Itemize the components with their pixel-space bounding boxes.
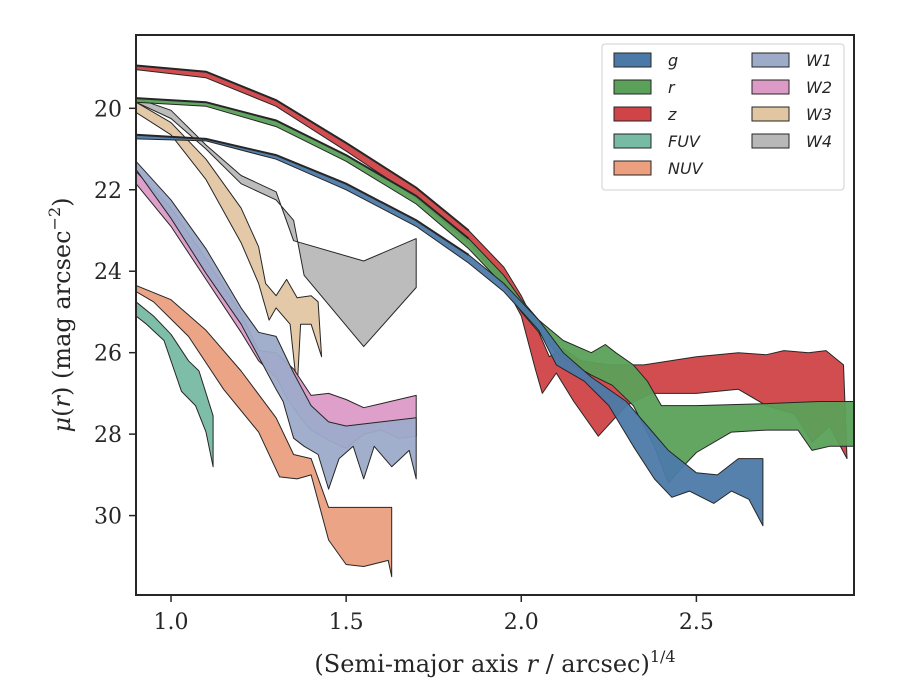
y-tick-label: 20 bbox=[94, 97, 122, 122]
profile-curves bbox=[136, 64, 470, 256]
x-axis-ticks: 1.0 1.5 2.0 2.5 bbox=[154, 595, 714, 635]
legend-label: g bbox=[668, 51, 678, 70]
band-nuv bbox=[136, 285, 393, 578]
legend-label: r bbox=[668, 78, 676, 97]
legend-label: W4 bbox=[806, 132, 832, 151]
y-axis-ticks: 20 22 24 26 28 30 bbox=[94, 97, 136, 530]
legend-swatch bbox=[613, 52, 652, 68]
legend-item-r: r bbox=[613, 78, 676, 97]
band-w3 bbox=[136, 101, 323, 390]
legend-item-fuv: FUV bbox=[613, 132, 701, 151]
legend-item-z: z bbox=[613, 105, 677, 124]
x-tick-label: 1.5 bbox=[329, 610, 364, 635]
legend-label: FUV bbox=[668, 132, 701, 151]
legend-swatch bbox=[613, 106, 652, 122]
y-tick-label: 30 bbox=[94, 505, 122, 530]
legend-label: W3 bbox=[806, 105, 832, 124]
band-w1 bbox=[136, 160, 417, 490]
x-tick-label: 2.5 bbox=[679, 610, 714, 635]
legend-swatch bbox=[613, 79, 652, 95]
legend-item-w3: W3 bbox=[751, 105, 832, 124]
legend-swatch bbox=[613, 160, 652, 176]
legend: grz FUV NUV W1 W2 W3 W4 bbox=[601, 43, 845, 191]
legend-swatch bbox=[613, 133, 652, 149]
profile-bands bbox=[136, 65, 854, 578]
legend-item-w4: W4 bbox=[751, 132, 832, 151]
curve-g bbox=[136, 133, 470, 256]
y-tick-label: 28 bbox=[94, 423, 122, 448]
legend-label: W2 bbox=[806, 78, 832, 97]
legend-swatch bbox=[751, 79, 790, 95]
band-w4 bbox=[136, 97, 417, 348]
legend-label: z bbox=[667, 105, 677, 124]
y-tick-label: 22 bbox=[94, 179, 122, 204]
legend-swatch bbox=[751, 133, 790, 149]
x-tick-label: 2.0 bbox=[504, 610, 539, 635]
band-g bbox=[136, 134, 764, 527]
y-tick-label: 26 bbox=[94, 342, 122, 367]
legend-item-w1: W1 bbox=[751, 51, 832, 70]
x-tick-label: 1.0 bbox=[154, 610, 189, 635]
legend-item-g: g bbox=[613, 51, 678, 70]
legend-item-w2: W2 bbox=[751, 78, 832, 97]
curve-r bbox=[136, 97, 470, 240]
legend-swatch bbox=[751, 106, 790, 122]
band-fuv bbox=[136, 301, 214, 468]
legend-swatch bbox=[751, 52, 790, 68]
legend-item-nuv: NUV bbox=[613, 159, 704, 178]
legend-label: W1 bbox=[806, 51, 832, 70]
y-tick-label: 24 bbox=[94, 260, 122, 285]
legend-label: NUV bbox=[668, 159, 704, 178]
x-axis-label: (Semi-major axis r / arcsec)1/4 bbox=[314, 647, 675, 678]
curve-z bbox=[136, 64, 470, 232]
y-axis-label: μ(r) (mag arcsec−2) bbox=[45, 197, 76, 432]
plot-frame bbox=[135, 34, 855, 596]
